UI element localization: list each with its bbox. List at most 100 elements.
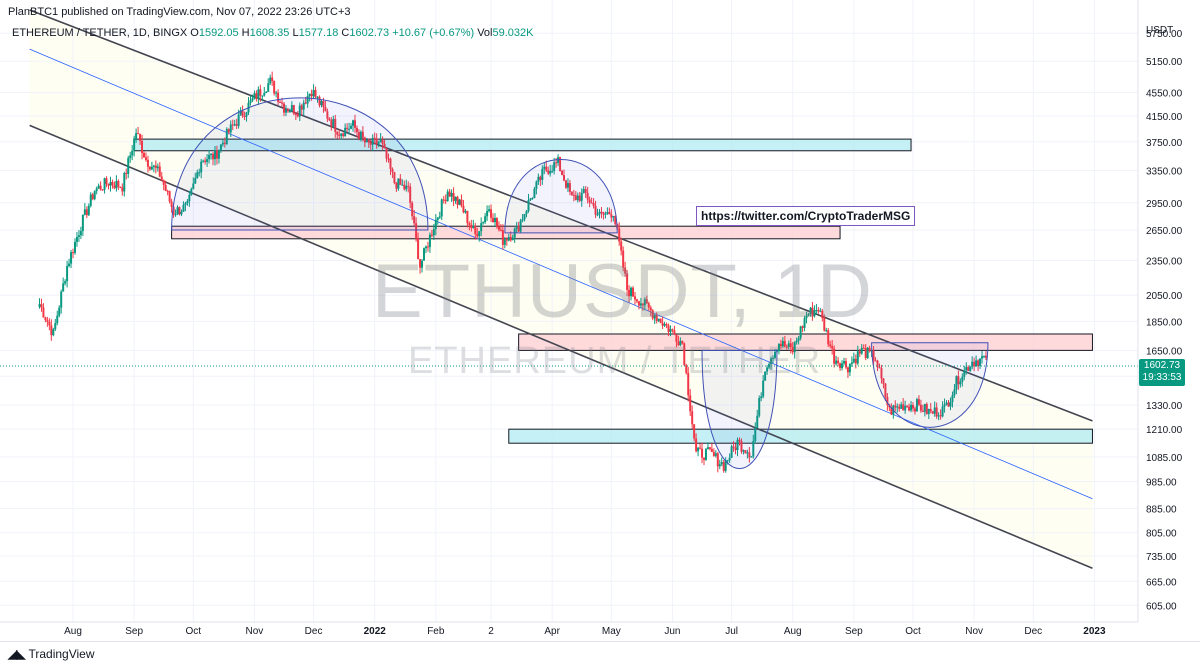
candle-body[interactable] <box>377 142 380 144</box>
candle-body[interactable] <box>653 315 656 319</box>
candle-body[interactable] <box>292 105 295 114</box>
candle-body[interactable] <box>695 438 698 452</box>
candle-body[interactable] <box>521 219 524 221</box>
candle-body[interactable] <box>632 287 635 297</box>
candle-body[interactable] <box>923 403 926 412</box>
candle-body[interactable] <box>584 189 587 193</box>
candle-body[interactable] <box>271 77 274 82</box>
candle-body[interactable] <box>941 406 944 417</box>
candle-body[interactable] <box>683 343 686 365</box>
candle-body[interactable] <box>817 310 820 312</box>
candle-body[interactable] <box>111 182 114 186</box>
candle-body[interactable] <box>679 340 682 346</box>
candle-body[interactable] <box>651 310 654 319</box>
candle-body[interactable] <box>921 410 924 412</box>
candle-body[interactable] <box>221 142 224 145</box>
candle-body[interactable] <box>576 195 579 201</box>
candle-body[interactable] <box>89 194 92 206</box>
candle-body[interactable] <box>277 92 280 102</box>
candle-body[interactable] <box>233 124 236 126</box>
candle-body[interactable] <box>894 405 897 408</box>
candle-body[interactable] <box>385 148 388 159</box>
candle-body[interactable] <box>261 95 264 97</box>
candle-body[interactable] <box>415 223 418 238</box>
candle-body[interactable] <box>75 237 78 242</box>
candle-body[interactable] <box>803 318 806 328</box>
candle-body[interactable] <box>561 170 564 176</box>
candle-body[interactable] <box>906 405 909 407</box>
candle-body[interactable] <box>265 91 268 94</box>
candle-body[interactable] <box>525 210 528 214</box>
candle-body[interactable] <box>334 118 337 132</box>
candle-body[interactable] <box>813 310 816 317</box>
candle-body[interactable] <box>444 200 447 202</box>
candle-body[interactable] <box>146 159 149 167</box>
candle-body[interactable] <box>969 366 972 372</box>
candle-body[interactable] <box>338 134 341 136</box>
candle-body[interactable] <box>953 389 956 396</box>
candle-body[interactable] <box>805 315 808 319</box>
candle-body[interactable] <box>730 446 733 458</box>
candle-body[interactable] <box>267 83 270 92</box>
candle-body[interactable] <box>665 324 668 326</box>
candle-body[interactable] <box>568 183 571 192</box>
candle-body[interactable] <box>225 129 228 144</box>
candle-body[interactable] <box>306 95 309 104</box>
candle-body[interactable] <box>570 191 573 195</box>
candle-body[interactable] <box>196 172 199 179</box>
candle-body[interactable] <box>807 313 810 316</box>
candle-body[interactable] <box>66 266 69 282</box>
candle-body[interactable] <box>578 195 581 201</box>
candle-body[interactable] <box>882 378 885 384</box>
candle-body[interactable] <box>450 193 453 197</box>
candle-body[interactable] <box>143 153 145 158</box>
candle-body[interactable] <box>555 162 558 164</box>
candle-body[interactable] <box>850 362 853 365</box>
candle-body[interactable] <box>815 310 818 312</box>
candle-body[interactable] <box>160 176 163 181</box>
candle-body[interactable] <box>275 92 278 94</box>
candle-body[interactable] <box>783 340 786 347</box>
candle-body[interactable] <box>286 109 289 112</box>
candle-body[interactable] <box>811 307 814 317</box>
candle-body[interactable] <box>843 361 845 364</box>
candle-body[interactable] <box>472 225 475 228</box>
candle-body[interactable] <box>91 194 94 200</box>
candle-body[interactable] <box>564 180 567 188</box>
candle-body[interactable] <box>314 89 317 98</box>
candle-body[interactable] <box>497 226 500 230</box>
candle-body[interactable] <box>706 447 709 450</box>
candle-body[interactable] <box>152 165 155 167</box>
candle-body[interactable] <box>927 408 930 415</box>
candle-body[interactable] <box>697 447 700 452</box>
candle-body[interactable] <box>608 212 611 215</box>
candle-body[interactable] <box>243 116 246 118</box>
candle-body[interactable] <box>206 159 209 162</box>
candle-body[interactable] <box>424 246 427 249</box>
candle-body[interactable] <box>336 131 339 135</box>
candle-body[interactable] <box>600 211 603 213</box>
candle-body[interactable] <box>606 212 609 214</box>
candle-body[interactable] <box>529 198 532 201</box>
candle-body[interactable] <box>596 214 599 216</box>
candle-body[interactable] <box>708 447 711 450</box>
candle-body[interactable] <box>915 399 918 412</box>
candle-body[interactable] <box>635 299 638 302</box>
candle-body[interactable] <box>72 252 75 254</box>
resistance-zone[interactable] <box>518 333 1093 351</box>
candle-body[interactable] <box>70 252 73 264</box>
candle-body[interactable] <box>929 408 932 412</box>
candle-body[interactable] <box>304 102 307 104</box>
candle-body[interactable] <box>235 124 238 126</box>
candle-body[interactable] <box>480 223 483 232</box>
candle-body[interactable] <box>933 407 936 414</box>
candle-body[interactable] <box>963 370 966 377</box>
candle-body[interactable] <box>423 248 425 261</box>
pattern-arc[interactable] <box>871 342 989 428</box>
candle-body[interactable] <box>227 129 230 133</box>
candle-body[interactable] <box>458 199 461 205</box>
candle-body[interactable] <box>456 196 459 205</box>
candle-body[interactable] <box>801 326 804 328</box>
candle-body[interactable] <box>381 139 384 144</box>
candle-body[interactable] <box>545 166 548 171</box>
